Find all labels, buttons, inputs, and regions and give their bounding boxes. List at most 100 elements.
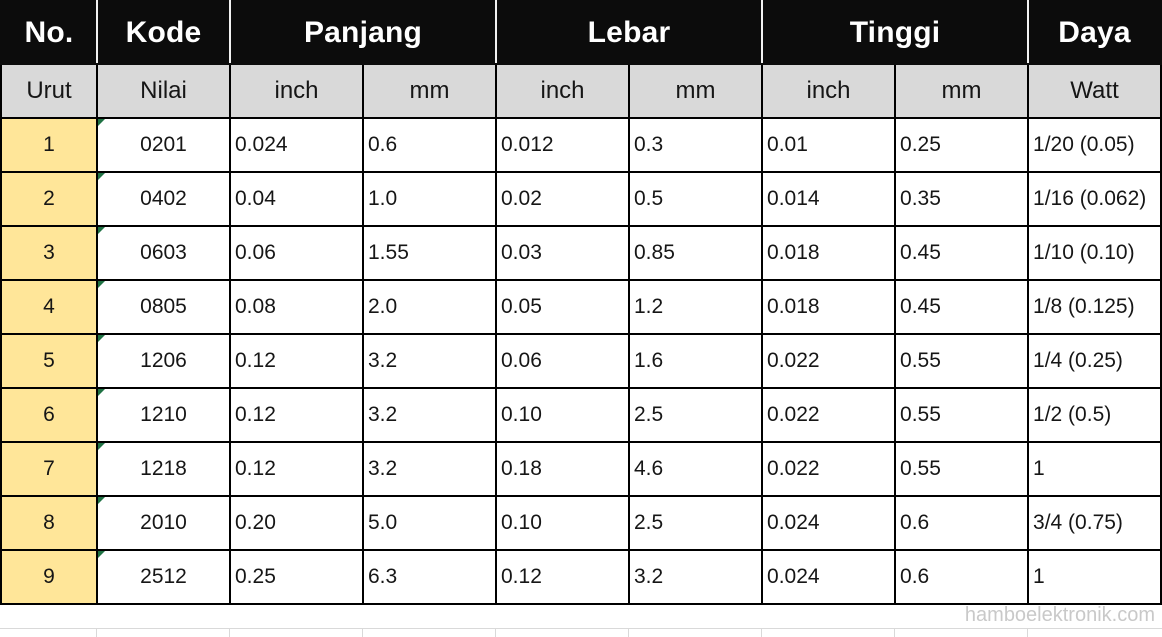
value-cell[interactable]: 0.6 [362,117,497,173]
value-cell[interactable]: 1/4 (0.25) [1027,333,1162,389]
value-cell[interactable]: 1.0 [362,171,497,227]
value-cell[interactable]: 1 [1027,549,1162,605]
value-cell[interactable]: 1/20 (0.05) [1027,117,1162,173]
value-cell[interactable]: 0.20 [229,495,364,551]
value-cell[interactable]: 0.55 [894,441,1030,497]
kode-cell[interactable]: 1218 [96,441,231,497]
value-cell[interactable]: 0.10 [495,495,630,551]
value-cell[interactable]: 1.55 [362,225,497,281]
subheader-nilai[interactable]: Nilai [96,63,231,119]
header-daya[interactable]: Daya [1027,0,1162,65]
value-cell[interactable]: 3.2 [362,441,497,497]
table-row: 5 1206 0.12 3.2 0.06 1.6 0.022 0.55 1/4 (0.25) [0,333,1162,389]
subheader-lebar-inch[interactable]: inch [495,63,630,119]
subheader-panjang-inch[interactable]: inch [229,63,364,119]
value-cell[interactable]: 0.024 [229,117,364,173]
value-cell[interactable]: 2.0 [362,279,497,335]
value-cell[interactable]: 0.05 [495,279,630,335]
row-number-cell[interactable]: 3 [0,225,98,281]
kode-cell[interactable]: 0805 [96,279,231,335]
subheader-tinggi-mm[interactable]: mm [894,63,1030,119]
kode-cell[interactable]: 1210 [96,387,231,443]
value-cell[interactable]: 1 [1027,441,1162,497]
row-number-cell[interactable]: 6 [0,387,98,443]
kode-cell[interactable]: 0402 [96,171,231,227]
value-cell[interactable]: 0.45 [894,225,1030,281]
row-number-cell[interactable]: 7 [0,441,98,497]
value-cell[interactable]: 0.25 [894,117,1030,173]
value-cell[interactable]: 1.2 [627,279,764,335]
value-cell[interactable]: 0.3 [627,117,764,173]
value-cell[interactable]: 0.55 [894,333,1030,389]
value-cell[interactable]: 0.018 [761,279,897,335]
value-cell[interactable]: 0.12 [229,441,364,497]
value-cell[interactable]: 0.25 [229,549,364,605]
header-no[interactable]: No. [0,0,98,65]
value-cell[interactable]: 0.06 [229,225,364,281]
subheader-panjang-mm[interactable]: mm [362,63,497,119]
value-cell[interactable]: 3/4 (0.75) [1027,495,1162,551]
value-cell[interactable]: 0.10 [495,387,630,443]
value-cell[interactable]: 1.6 [627,333,764,389]
faint-gridline-horizontal [0,628,1162,629]
header-panjang[interactable]: Panjang [229,0,497,65]
value-cell[interactable]: 0.04 [229,171,364,227]
header-lebar[interactable]: Lebar [494,0,764,65]
value-cell[interactable]: 0.85 [627,225,764,281]
kode-cell[interactable]: 0603 [96,225,231,281]
value-cell[interactable]: 0.022 [761,333,897,389]
value-cell[interactable]: 1/16 (0.062) [1027,171,1162,227]
value-cell[interactable]: 6.3 [362,549,497,605]
value-cell[interactable]: 3.2 [362,387,497,443]
value-cell[interactable]: 0.014 [761,171,897,227]
value-cell[interactable]: 0.45 [894,279,1030,335]
value-cell[interactable]: 0.02 [495,171,630,227]
value-cell[interactable]: 0.024 [761,549,897,605]
kode-cell[interactable]: 0201 [96,117,231,173]
value-cell[interactable]: 0.12 [229,333,364,389]
value-cell[interactable]: 0.18 [495,441,630,497]
value-cell[interactable]: 0.01 [761,117,897,173]
value-cell[interactable]: 0.03 [495,225,630,281]
value-cell[interactable]: 4.6 [627,441,764,497]
header-tinggi[interactable]: Tinggi [761,0,1030,65]
header-kode[interactable]: Kode [96,0,231,65]
value-cell[interactable]: 0.022 [761,441,897,497]
value-cell[interactable]: 0.024 [761,495,897,551]
value-cell[interactable]: 0.6 [894,549,1030,605]
value-cell[interactable]: 0.12 [229,387,364,443]
value-cell[interactable]: 0.12 [495,549,630,605]
row-number-cell[interactable]: 8 [0,495,98,551]
value-cell[interactable]: 0.018 [761,225,897,281]
row-number-cell[interactable]: 5 [0,333,98,389]
subheader-lebar-mm[interactable]: mm [627,63,764,119]
value-cell[interactable]: 1/2 (0.5) [1027,387,1162,443]
kode-cell[interactable]: 1206 [96,333,231,389]
row-number-cell[interactable]: 9 [0,549,98,605]
value-cell[interactable]: 3.2 [362,333,497,389]
subheader-watt[interactable]: Watt [1027,63,1162,119]
row-number-cell[interactable]: 2 [0,171,98,227]
value-cell[interactable]: 0.55 [894,387,1030,443]
value-cell[interactable]: 1/10 (0.10) [1027,225,1162,281]
kode-cell[interactable]: 2010 [96,495,231,551]
value-cell[interactable]: 2.5 [627,495,764,551]
subheader-tinggi-inch[interactable]: inch [761,63,897,119]
row-number-cell[interactable]: 1 [0,117,98,173]
value-cell[interactable]: 0.5 [627,171,764,227]
faint-gridline-vertical [894,629,895,637]
value-cell[interactable]: 1/8 (0.125) [1027,279,1162,335]
value-cell[interactable]: 3.2 [627,549,764,605]
value-cell[interactable]: 0.022 [761,387,897,443]
kode-cell[interactable]: 2512 [96,549,231,605]
value-cell[interactable]: 2.5 [627,387,764,443]
subheader-urut[interactable]: Urut [0,63,98,119]
value-cell[interactable]: 0.06 [495,333,630,389]
value-cell[interactable]: 0.35 [894,171,1030,227]
value-cell[interactable]: 0.6 [894,495,1030,551]
value-cell[interactable]: 0.012 [495,117,630,173]
faint-gridline-vertical [1027,629,1028,637]
value-cell[interactable]: 0.08 [229,279,364,335]
value-cell[interactable]: 5.0 [362,495,497,551]
row-number-cell[interactable]: 4 [0,279,98,335]
